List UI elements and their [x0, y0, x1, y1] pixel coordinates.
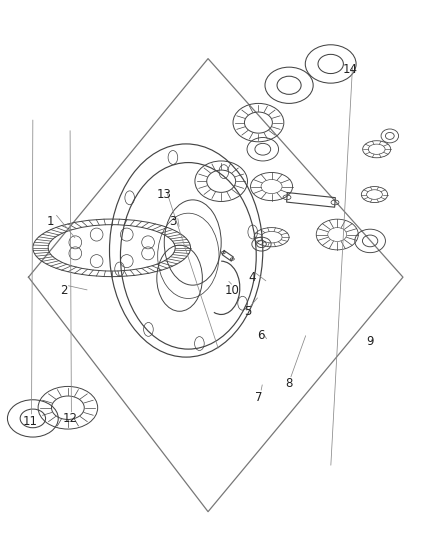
- Text: 2: 2: [60, 284, 67, 297]
- Text: 11: 11: [22, 415, 37, 427]
- Text: 5: 5: [244, 305, 251, 318]
- Text: 7: 7: [254, 391, 262, 403]
- Text: 9: 9: [366, 335, 374, 348]
- Text: 8: 8: [286, 377, 293, 390]
- Text: 10: 10: [225, 284, 240, 297]
- Text: 1: 1: [46, 215, 54, 228]
- Text: 12: 12: [63, 412, 78, 425]
- Text: 6: 6: [257, 329, 265, 342]
- Text: 14: 14: [343, 63, 358, 76]
- Text: 13: 13: [157, 188, 172, 201]
- Text: 3: 3: [170, 215, 177, 228]
- Text: 4: 4: [248, 271, 256, 284]
